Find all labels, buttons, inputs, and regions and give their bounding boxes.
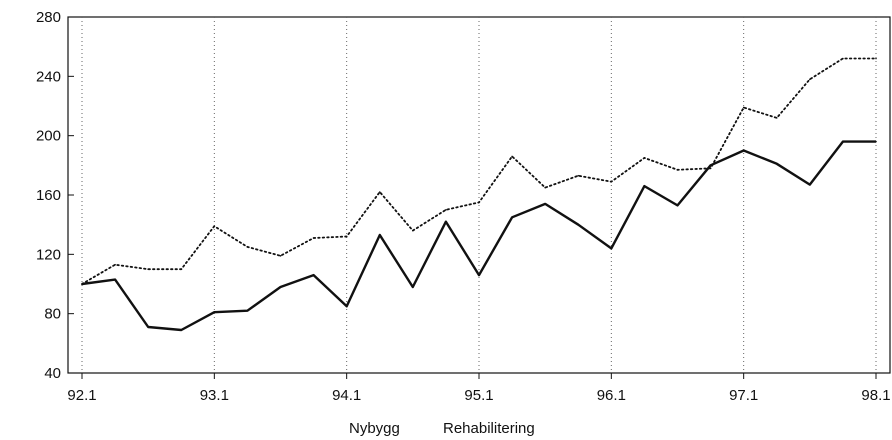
data-point-nybygg [842,140,844,143]
data-point-rehabilitering [610,180,613,183]
data-point-nybygg [643,185,646,187]
y-axis: 40 80 120 160 200 240 280 [36,9,74,382]
x-tick-label: 92.1 [67,387,96,404]
data-point-rehabilitering [378,191,381,193]
data-point-nybygg [742,149,745,152]
x-tick-label: 94.1 [332,387,361,404]
data-point-rehabilitering [809,78,811,81]
data-point-rehabilitering [709,167,712,170]
series-lines [81,57,877,332]
x-tick-label: 95.1 [464,387,493,404]
data-point-nybygg [709,164,712,167]
data-point-rehabilitering [676,168,679,171]
data-point-nybygg [412,286,414,288]
data-point-rehabilitering [544,186,546,189]
legend: Nybygg Rehabilitering [349,420,535,437]
data-point-nybygg [378,234,381,236]
x-tick-label: 93.1 [200,387,229,404]
data-point-rehabilitering [875,57,877,60]
data-point-rehabilitering [412,229,414,232]
data-point-rehabilitering [511,155,513,158]
data-point-nybygg [312,274,315,276]
data-point-nybygg [544,203,546,205]
data-point-nybygg [445,220,447,223]
data-point-nybygg [511,216,513,219]
data-point-rehabilitering [842,57,844,60]
data-point-nybygg [246,309,249,312]
data-point-rehabilitering [81,283,83,285]
data-point-nybygg [279,286,282,288]
x-axis: 92.1 93.1 94.1 95.1 96.1 97.1 98.1 [67,373,891,404]
y-tick-label: 160 [36,187,61,204]
data-point-rehabilitering [114,263,116,266]
data-point-rehabilitering [643,157,646,159]
data-point-rehabilitering [312,237,315,239]
data-point-rehabilitering [577,174,580,177]
data-point-rehabilitering [147,268,149,270]
data-point-nybygg [180,329,183,331]
y-tick-label: 240 [36,68,61,85]
data-point-rehabilitering [478,201,480,204]
x-tick-label: 98.1 [861,387,890,404]
y-tick-label: 80 [44,306,61,323]
data-point-rehabilitering [775,117,778,119]
data-point-rehabilitering [742,106,745,109]
data-point-nybygg [676,204,679,207]
data-point-rehabilitering [445,209,447,211]
data-point-nybygg [577,223,580,226]
data-point-nybygg [114,278,116,281]
data-point-nybygg [345,305,348,308]
plot-frame [67,16,891,374]
data-point-rehabilitering [213,225,216,227]
y-tick-label: 280 [36,9,61,26]
data-point-nybygg [610,247,613,250]
data-point-rehabilitering [180,268,183,270]
data-point-nybygg [147,326,149,328]
data-point-rehabilitering [246,246,249,248]
data-point-nybygg [478,274,480,276]
legend-item-nybygg: Nybygg [349,420,400,437]
y-tick-label: 200 [36,128,61,145]
data-point-nybygg [213,311,216,313]
data-point-rehabilitering [345,235,348,238]
grid [81,17,877,373]
x-tick-label: 97.1 [729,387,758,404]
data-point-nybygg [875,140,877,143]
series-line-rehabilitering [81,57,877,285]
legend-item-rehabilitering: Rehabilitering [443,420,535,437]
data-point-nybygg [775,163,778,165]
data-point-rehabilitering [279,255,282,257]
data-point-nybygg [809,183,811,186]
x-tick-label: 96.1 [597,387,626,404]
y-tick-label: 120 [36,246,61,263]
y-tick-label: 40 [44,365,61,382]
